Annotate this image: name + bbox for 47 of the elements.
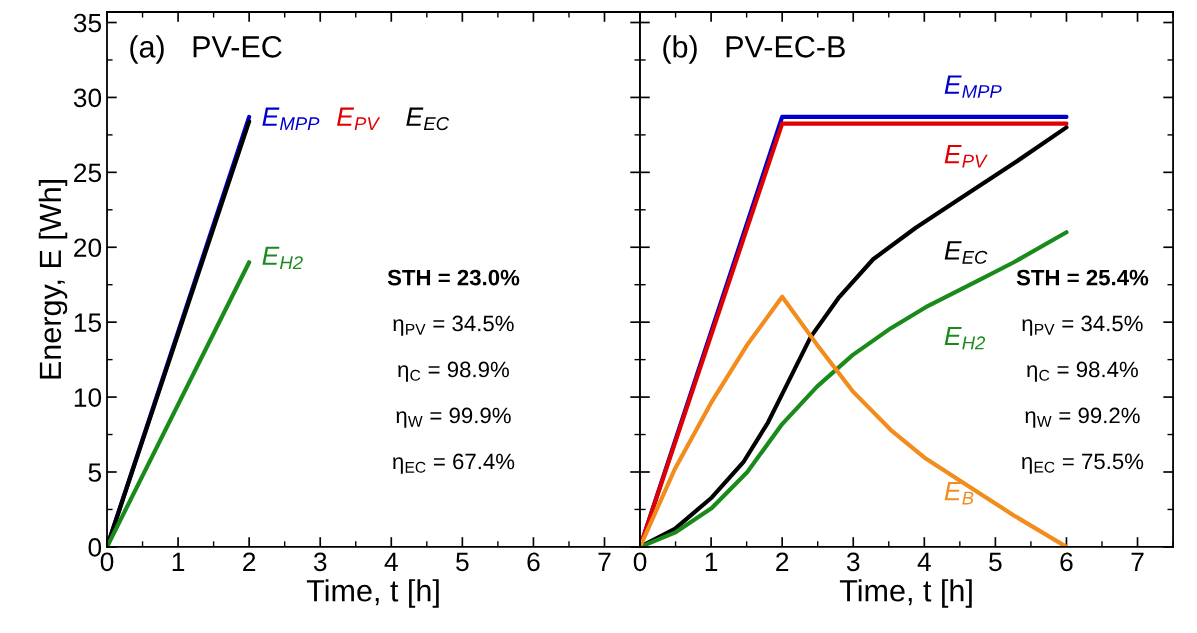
x-tick-label: 3 <box>846 552 860 572</box>
y-tick-label: 5 <box>88 463 102 482</box>
x-tick-label: 1 <box>172 552 185 571</box>
annotation: η$_{PV}$ = 34.5% <box>393 315 514 336</box>
annotation: STH = 25.4% <box>1016 269 1149 286</box>
x-tick-label: 6 <box>1060 552 1073 572</box>
series-label: E$_{EC}$ <box>944 241 988 264</box>
annotation: η$_{PV}$ = 34.5% <box>1022 315 1143 336</box>
x-tick-label: 5 <box>989 552 1002 572</box>
text: (b) PV-EC-B <box>663 35 845 64</box>
series-label: E$_{H2}$ <box>262 246 303 270</box>
series-label: E$_{MPP}$ <box>262 107 320 130</box>
series-label: E$_{H2}$ <box>944 326 986 350</box>
x-tick-label: 5 <box>456 552 469 572</box>
annotation: η$_{W}$ = 99.2% <box>1025 407 1140 428</box>
y-tick-label: 15 <box>74 313 102 332</box>
y-tick-label: 0 <box>88 538 102 557</box>
annotation: η$_{C}$ = 98.4% <box>1027 361 1138 382</box>
x-tick-label: 3 <box>313 552 327 572</box>
legend-label: E$_{PV}$ <box>337 107 381 130</box>
series-label: E$_{B}$ <box>944 482 974 505</box>
series-label: E$_{PV}$ <box>944 145 988 168</box>
x-tick-label: 6 <box>527 552 540 572</box>
y-tick-label: 10 <box>74 388 102 407</box>
x-axis-title: Time, t [h] <box>839 579 972 608</box>
x-tick-label: 0 <box>633 552 647 572</box>
y-axis-title: Energy, E [Wh] <box>38 180 68 379</box>
x-tick-label: 4 <box>917 552 931 571</box>
x-tick-label: 7 <box>1131 552 1144 571</box>
annotation: η$_{EC}$ = 67.4% <box>393 453 515 474</box>
annotation: η$_{C}$ = 98.9% <box>398 361 509 382</box>
x-tick-label: 2 <box>243 552 256 571</box>
y-tick-label: 25 <box>74 163 102 183</box>
x-tick-label: 1 <box>705 552 718 571</box>
y-tick-label: 35 <box>73 13 102 33</box>
text: (a) PV-EC <box>130 35 282 64</box>
annotation: η$_{EC}$ = 75.5% <box>1022 453 1144 474</box>
y-tick-label: 20 <box>74 238 102 258</box>
text: E$_{EC}$ <box>406 107 450 131</box>
x-tick-label: 7 <box>598 552 611 571</box>
annotation: η$_{W}$ = 99.9% <box>396 407 511 428</box>
x-tick-label: 4 <box>384 552 398 571</box>
series-label: E$_{MPP}$ <box>944 75 1002 98</box>
x-axis-title: Time, t [h] <box>306 579 439 608</box>
annotation: STH = 23.0% <box>387 269 520 286</box>
x-tick-label: 2 <box>776 552 789 571</box>
y-tick-label: 30 <box>73 88 102 108</box>
